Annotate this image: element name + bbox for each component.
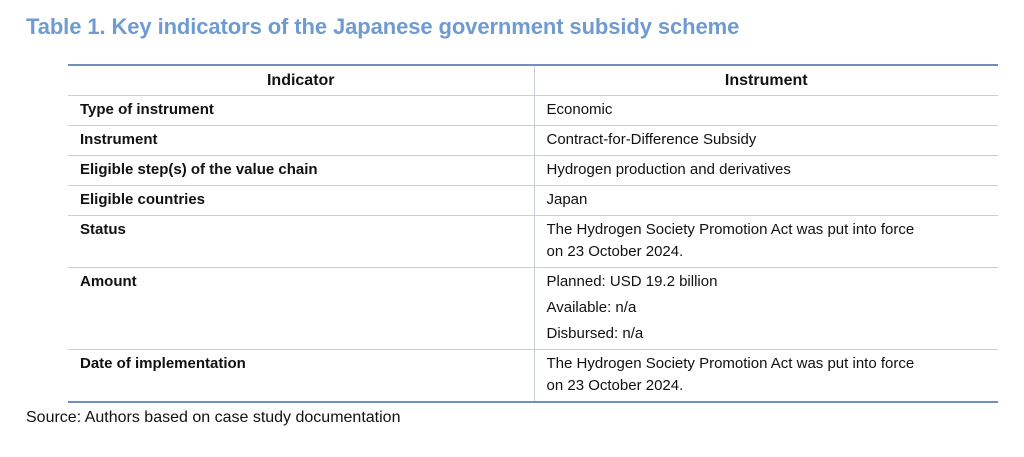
value-cell: Planned: USD 19.2 billion Available: n/a… xyxy=(534,267,998,350)
indicator-cell: Eligible step(s) of the value chain xyxy=(68,155,535,186)
table-row: Amount Planned: USD 19.2 billion Availab… xyxy=(68,267,998,350)
source-note: Source: Authors based on case study docu… xyxy=(26,409,401,426)
value-line: Contract-for-Difference Subsidy xyxy=(546,131,757,148)
column-header-instrument: Instrument xyxy=(534,66,998,96)
table-row: Eligible step(s) of the value chain Hydr… xyxy=(68,155,998,186)
value-line: Planned: USD 19.2 billion xyxy=(546,273,718,290)
table-row: Instrument Contract-for-Difference Subsi… xyxy=(68,125,998,156)
value-line: Available: n/a xyxy=(546,299,637,316)
value-line: The Hydrogen Society Promotion Act was p… xyxy=(546,355,915,372)
table-title: Table 1. Key indicators of the Japanese … xyxy=(26,14,740,39)
indicators-table: Indicator Instrument Type of instrument … xyxy=(68,64,998,403)
table-header-row: Indicator Instrument xyxy=(68,66,998,96)
value-cell: The Hydrogen Society Promotion Act was p… xyxy=(534,215,998,268)
indicator-cell: Status xyxy=(68,215,535,268)
value-line: Japan xyxy=(546,191,588,208)
value-cell: The Hydrogen Society Promotion Act was p… xyxy=(534,350,998,402)
indicator-cell: Type of instrument xyxy=(68,95,535,126)
value-line: The Hydrogen Society Promotion Act was p… xyxy=(546,221,915,238)
table-row: Type of instrument Economic xyxy=(68,95,998,126)
value-line: on 23 October 2024. xyxy=(546,243,684,260)
value-line: Disbursed: n/a xyxy=(546,325,644,342)
column-header-indicator: Indicator xyxy=(68,66,535,96)
value-cell: Contract-for-Difference Subsidy xyxy=(534,125,998,156)
indicator-cell: Amount xyxy=(68,267,535,350)
table-row: Date of implementation The Hydrogen Soci… xyxy=(68,349,998,402)
value-line: on 23 October 2024. xyxy=(546,377,684,394)
value-cell: Japan xyxy=(534,185,998,216)
table-row: Eligible countries Japan xyxy=(68,185,998,216)
indicator-cell: Date of implementation xyxy=(68,349,535,401)
value-cell: Economic xyxy=(534,95,998,126)
indicator-cell: Eligible countries xyxy=(68,185,535,216)
table-row: Status The Hydrogen Society Promotion Ac… xyxy=(68,215,998,268)
indicator-cell: Instrument xyxy=(68,125,535,156)
value-cell: Hydrogen production and derivatives xyxy=(534,155,998,186)
value-line: Economic xyxy=(546,101,613,118)
value-line: Hydrogen production and derivatives xyxy=(546,161,791,178)
